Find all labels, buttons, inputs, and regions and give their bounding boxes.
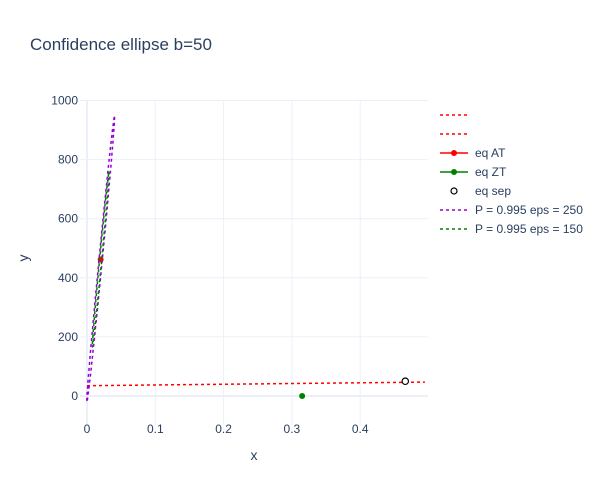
legend-item[interactable]: eq AT: [440, 146, 506, 160]
x-tick-label: 0: [84, 422, 91, 436]
y-tick-label: 1000: [51, 94, 78, 108]
x-axis-title: x: [251, 447, 258, 463]
chart-title: Confidence ellipse b=50: [30, 35, 212, 54]
legend-item[interactable]: eq sep: [450, 184, 511, 198]
legend-swatch-marker: [451, 150, 457, 156]
y-axis-title: y: [15, 255, 31, 262]
y-tick-label: 800: [58, 153, 78, 167]
legend-swatch-marker: [450, 187, 458, 195]
x-tick-label: 0.2: [215, 422, 232, 436]
legend[interactable]: eq AT eq ZT eq sep P = 0.995 eps = 250 P = 0…: [440, 114, 583, 236]
x-tick-label: 0.4: [352, 422, 369, 436]
y-tick-label: 600: [58, 212, 78, 226]
x-tick-label: 0.1: [147, 422, 164, 436]
series-6-ellipse: [91, 171, 110, 348]
legend-item[interactable]: P = 0.995 eps = 150: [440, 222, 583, 236]
legend-label: P = 0.995 eps = 250: [475, 203, 583, 217]
y-tick-label: 200: [58, 330, 78, 344]
legend-item[interactable]: P = 0.995 eps = 250: [440, 203, 583, 217]
series-3-point: [299, 393, 306, 399]
legend-label: eq ZT: [475, 165, 507, 179]
axes: 0 0.1 0.2 0.3 0.4 0 200 400 600 800 1000: [51, 94, 369, 437]
plot-area: [86, 116, 425, 405]
series-0-line: [86, 381, 425, 387]
legend-swatch-marker: [451, 169, 457, 175]
series-4-point: [401, 377, 410, 386]
legend-label: P = 0.995 eps = 150: [475, 222, 583, 236]
y-tick-label: 400: [58, 271, 78, 285]
y-tick-label: 0: [71, 389, 78, 403]
legend-label: eq sep: [475, 184, 511, 198]
legend-item[interactable]: eq ZT: [440, 165, 507, 179]
x-tick-label: 0.3: [284, 422, 301, 436]
grid: [80, 100, 428, 425]
legend-label: eq AT: [475, 146, 506, 160]
